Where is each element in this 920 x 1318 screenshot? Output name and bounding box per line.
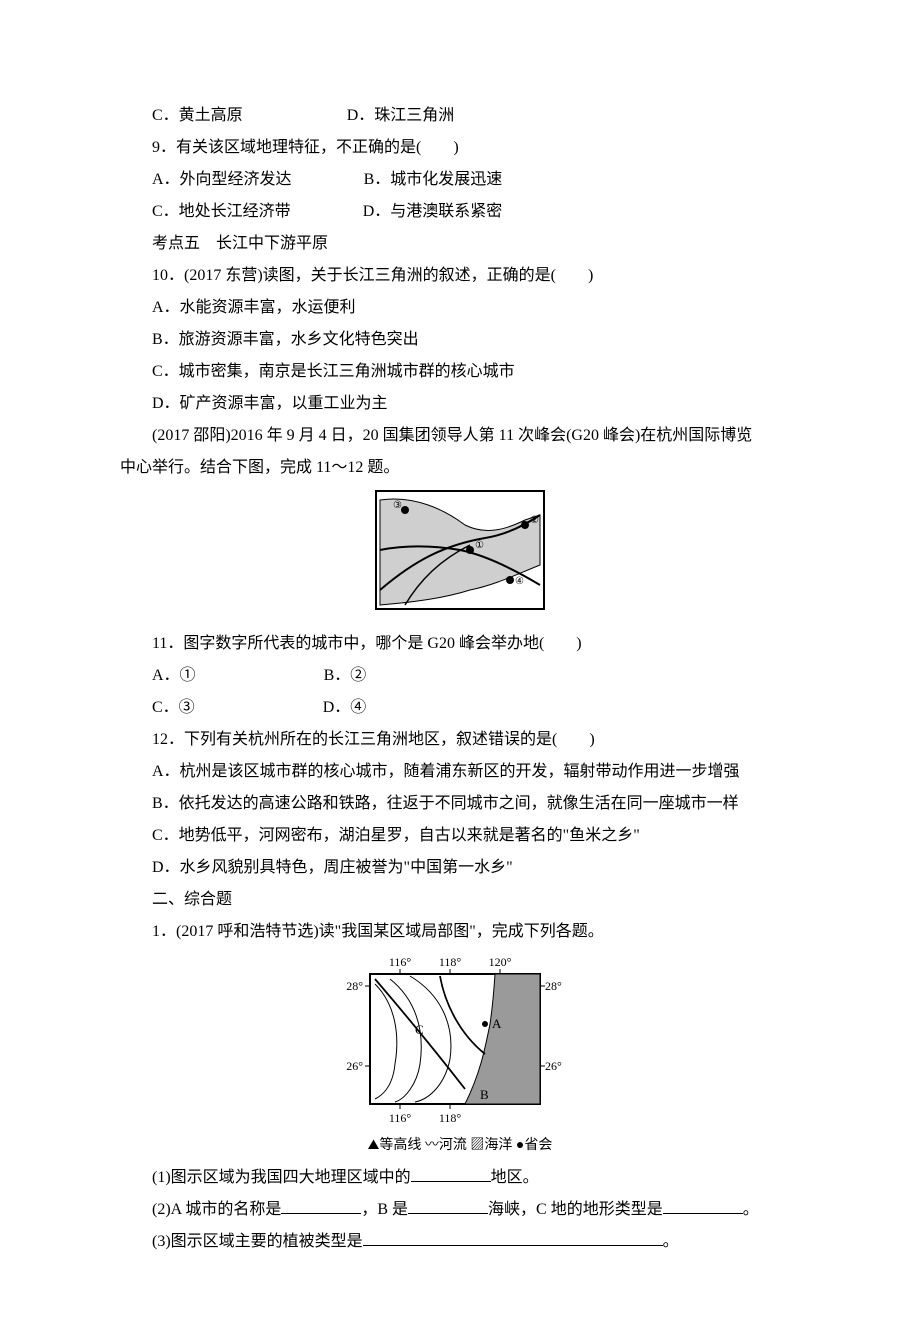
cq1-sub3-a: (3)图示区域主要的植被类型是: [152, 1233, 363, 1250]
svg-text:③: ③: [393, 500, 402, 511]
q12-stem: 12．下列有关杭州所在的长江三角洲地区，叙述错误的是( ): [120, 724, 800, 756]
map2-label-B: B: [480, 1087, 489, 1102]
q8-c: C．黄土高原: [152, 107, 243, 124]
q11-d: D．④: [323, 699, 367, 716]
map-2-svg: 116° 118° 120° 28° 26° 28° 26°: [345, 954, 575, 1124]
q11-row2: C．③ D．④: [120, 692, 800, 724]
q11-a: A．①: [152, 667, 196, 684]
q9-c: C．地处长江经济带: [152, 203, 291, 220]
blank-3[interactable]: [363, 1229, 663, 1246]
cq1-stem: 1．(2017 呼和浩特节选)读"我国某区域局部图"，完成下列各题。: [120, 916, 800, 948]
cq1-sub1: (1)图示区域为我国四大地理区域中的 地区。: [120, 1162, 800, 1194]
passage1-l1: (2017 邵阳)2016 年 9 月 4 日，20 国集团领导人第 11 次峰…: [120, 420, 800, 452]
map2-bot-118: 118°: [439, 1111, 462, 1124]
map2-label-C: C: [415, 1022, 424, 1037]
map2-left-26: 26°: [346, 1059, 363, 1073]
blank-2a[interactable]: [281, 1197, 361, 1214]
cq1-sub2-d: 。: [743, 1201, 759, 1218]
q10-b: B．旅游资源丰富，水乡文化特色突出: [120, 324, 800, 356]
q11-row1: A．① B．②: [120, 660, 800, 692]
q9-d: D．与港澳联系紧密: [363, 203, 503, 220]
q11-c: C．③: [152, 699, 195, 716]
figure-2-legend: ⛰等高线 〰河流 ▨海洋 ●省会: [120, 1136, 800, 1156]
map2-right-28: 28°: [545, 979, 562, 993]
topic-5-heading: 考点五 长江中下游平原: [120, 228, 800, 260]
map2-bot-116: 116°: [389, 1111, 412, 1124]
svg-text:②: ②: [530, 515, 539, 526]
map-1-svg: ① ② ③ ④: [375, 490, 545, 610]
q9-a: A．外向型经济发达: [152, 171, 292, 188]
q11-stem: 11．图字数字所代表的城市中，哪个是 G20 峰会举办地( ): [120, 628, 800, 660]
q9-row1: A．外向型经济发达 B．城市化发展迅速: [120, 164, 800, 196]
blank-2b[interactable]: [408, 1197, 488, 1214]
cq1-sub1-b: 地区。: [491, 1169, 539, 1186]
blank-1[interactable]: [411, 1165, 491, 1182]
svg-text:④: ④: [515, 576, 524, 587]
cq1-sub2-b: ，B 是: [361, 1201, 408, 1218]
q10-stem: 10．(2017 东营)读图，关于长江三角洲的叙述，正确的是( ): [120, 260, 800, 292]
cq1-sub2-a: (2)A 城市的名称是: [152, 1201, 281, 1218]
blank-2c[interactable]: [663, 1197, 743, 1214]
q9-stem: 9．有关该区域地理特征，不正确的是( ): [120, 132, 800, 164]
q10-c: C．城市密集，南京是长江三角洲城市群的核心城市: [120, 356, 800, 388]
cq1-sub3-b: 。: [663, 1233, 679, 1250]
map2-top-118: 118°: [439, 955, 462, 969]
cq1-sub2-c: 海峡，C 地的地形类型是: [488, 1201, 663, 1218]
passage1-l2: 中心举行。结合下图，完成 11～12 题。: [120, 452, 800, 484]
q12-c: C．地势低平，河网密布，湖泊星罗，自古以来就是著名的"鱼米之乡": [120, 820, 800, 852]
figure-1-yangtze-delta: ① ② ③ ④: [120, 490, 800, 622]
figure-2-region-map: 116° 118° 120° 28° 26° 28° 26°: [120, 954, 800, 1156]
q9-row2: C．地处长江经济带 D．与港澳联系紧密: [120, 196, 800, 228]
q12-a: A．杭州是该区城市群的核心城市，随着浦东新区的开发，辐射带动作用进一步增强: [120, 756, 800, 788]
map2-label-A: A: [492, 1016, 502, 1031]
q12-b: B．依托发达的高速公路和铁路，往返于不同城市之间，就像生活在同一座城市一样: [120, 788, 800, 820]
q9-b: B．城市化发展迅速: [364, 171, 503, 188]
q12-d: D．水乡风貌别具特色，周庄被誉为"中国第一水乡": [120, 852, 800, 884]
map2-top-116: 116°: [389, 955, 412, 969]
q10-d: D．矿产资源丰富，以重工业为主: [120, 388, 800, 420]
q10-a: A．水能资源丰富，水运便利: [120, 292, 800, 324]
cq1-sub3: (3)图示区域主要的植被类型是 。: [120, 1226, 800, 1258]
map2-left-28: 28°: [346, 979, 363, 993]
map2-top-120: 120°: [489, 955, 512, 969]
cq1-sub1-a: (1)图示区域为我国四大地理区域中的: [152, 1169, 411, 1186]
q8-option-c-d: C．黄土高原 D．珠江三角洲: [120, 100, 800, 132]
svg-text:①: ①: [475, 540, 484, 551]
map2-right-26: 26°: [545, 1059, 562, 1073]
cq1-sub2: (2)A 城市的名称是 ，B 是 海峡，C 地的地形类型是 。: [120, 1194, 800, 1226]
q8-d: D．珠江三角洲: [347, 107, 455, 124]
section-2-heading: 二、综合题: [120, 884, 800, 916]
q11-b: B．②: [324, 667, 367, 684]
